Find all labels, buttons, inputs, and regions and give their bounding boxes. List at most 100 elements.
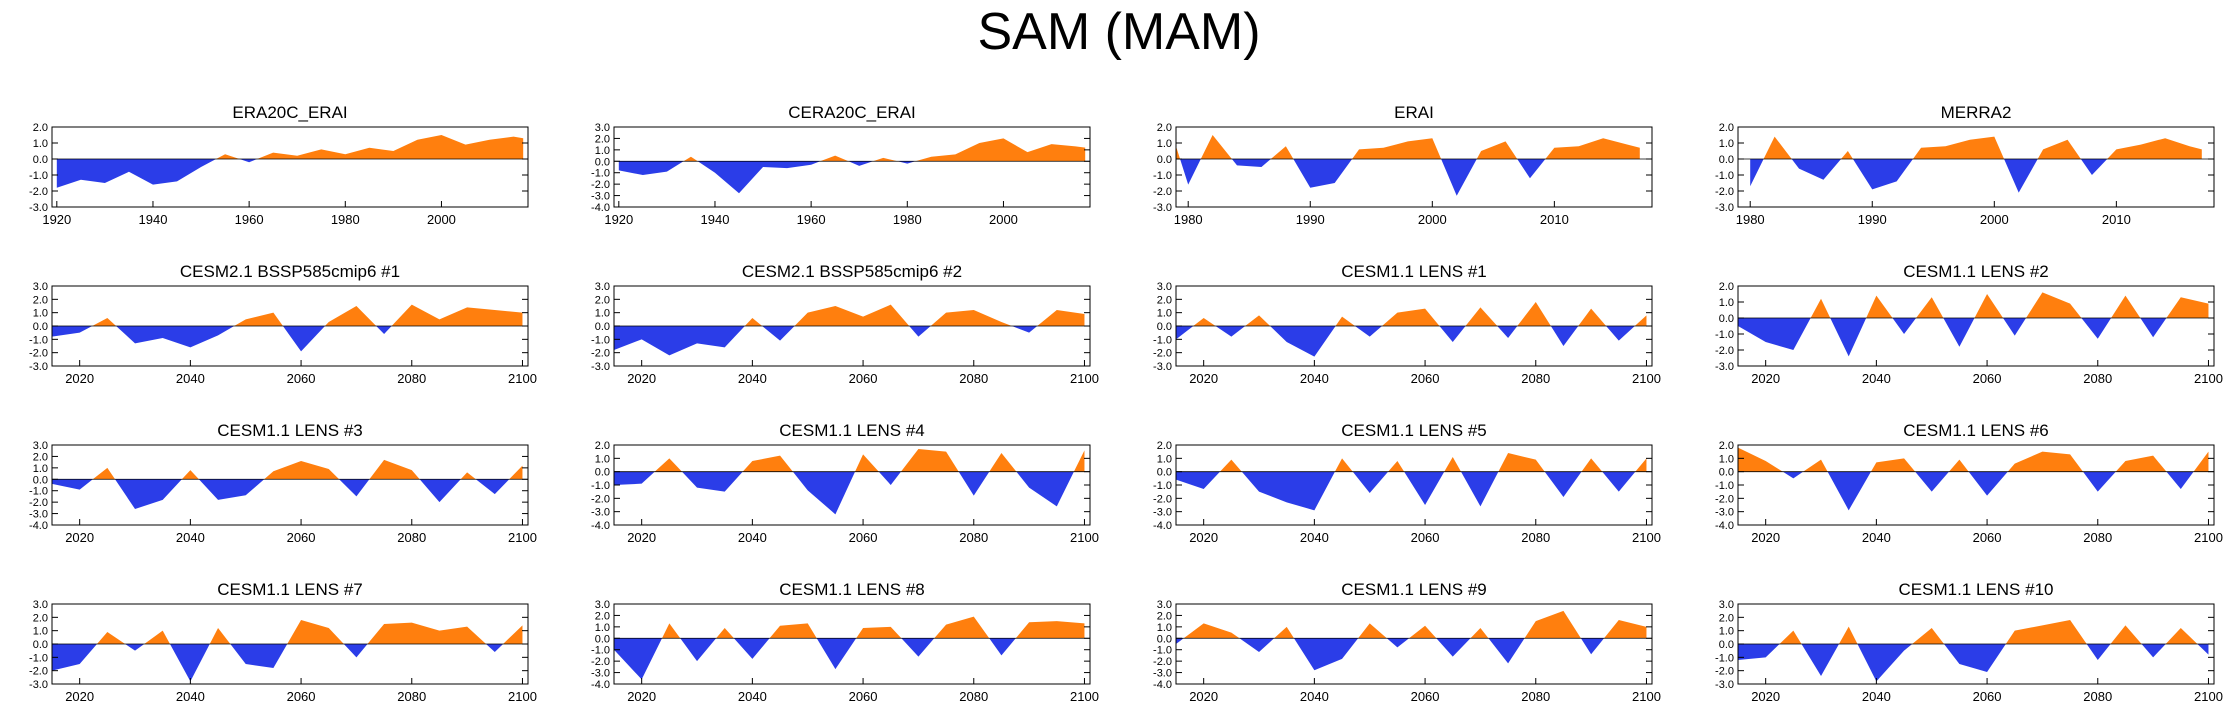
y-tick-label: 0.0 <box>1719 154 1734 166</box>
x-tick-label: 2100 <box>508 530 537 545</box>
x-tick-label: 2020 <box>1189 371 1218 386</box>
x-tick-label: 2020 <box>1189 530 1218 545</box>
y-tick-label: -4.0 <box>1153 679 1172 691</box>
panel-title: CESM2.1 BSSP585cmip6 #1 <box>180 262 400 281</box>
panel-13: CESM1.1 LENS #7 3.02.0 1.00.0-1.0 -2.0-3.0 2… <box>29 580 537 704</box>
panel-16: CESM1.1 LENS #10 3.02.0 1.00.0-1.0 -2.0-3.0… <box>1715 580 2223 704</box>
negative-area <box>1782 471 2194 511</box>
x-tick-label: 2100 <box>1070 530 1099 545</box>
x-tick-label: 1980 <box>893 212 922 227</box>
positive-area <box>1779 620 2198 644</box>
plot-frame <box>1175 603 1653 685</box>
panel-10: CESM1.1 LENS #4 2.01.0 0.0-1.0-2.0 -3.0-4.0… <box>591 421 1099 545</box>
y-tick-label: -4.0 <box>29 520 48 532</box>
y-tick-label: 0.0 <box>33 321 48 333</box>
y-tick-label: -3.0 <box>1153 361 1172 373</box>
y-tick-label: 0.0 <box>1157 467 1172 479</box>
x-tick-label: 2020 <box>1751 530 1780 545</box>
y-tick-label: 2.0 <box>595 440 610 452</box>
y-tick-label: 1.0 <box>1719 138 1734 150</box>
y-tick-label: 2.0 <box>595 610 610 622</box>
plot-frame <box>51 126 529 208</box>
plot-frame <box>1737 126 2215 208</box>
y-tick-label: -3.0 <box>29 202 48 214</box>
negative-area <box>1750 159 2108 193</box>
y-tick-label: 2.0 <box>1719 440 1734 452</box>
x-tick-label: 2100 <box>1070 689 1099 704</box>
negative-area <box>614 326 1038 356</box>
y-tick-label: -2.0 <box>1153 656 1172 668</box>
x-tick-label: 2010 <box>1540 212 1569 227</box>
x-tick-label: 2040 <box>1862 689 1891 704</box>
panel-6: CESM2.1 BSSP585cmip6 #2 3.02.0 1.00.0-1.0 -… <box>591 262 1099 386</box>
y-tick-label: -1.0 <box>591 480 610 492</box>
y-tick-label: 0.0 <box>33 154 48 166</box>
x-tick-label: 2000 <box>1418 212 1447 227</box>
y-tick-label: 1.0 <box>1157 453 1172 465</box>
y-tick-label: 1.0 <box>1719 453 1734 465</box>
x-tick-label: 2020 <box>65 371 94 386</box>
y-tick-label: -2.0 <box>1715 345 1734 357</box>
y-tick-label: -2.0 <box>1153 348 1172 360</box>
x-tick-label: 2060 <box>1411 371 1440 386</box>
y-tick-label: 2.0 <box>595 133 610 145</box>
panel-7: CESM1.1 LENS #1 3.02.0 1.00.0-1.0 -2.0-3.0 2… <box>1153 262 1661 386</box>
x-tick-label: 2040 <box>1300 371 1329 386</box>
y-tick-label: 1.0 <box>595 145 610 157</box>
x-tick-label: 2100 <box>508 689 537 704</box>
positive-area <box>216 135 524 159</box>
x-tick-label: 2060 <box>1411 530 1440 545</box>
x-tick-label: 2040 <box>738 371 767 386</box>
y-tick-label: 0.0 <box>33 639 48 651</box>
x-tick-label: 2040 <box>738 530 767 545</box>
y-tick-label: 0.0 <box>1719 467 1734 479</box>
y-tick-label: 0.0 <box>1719 639 1734 651</box>
y-tick-label: -2.0 <box>29 348 48 360</box>
x-tick-label: 2060 <box>287 371 316 386</box>
panel-title: ERAI <box>1394 103 1434 122</box>
x-tick-label: 1960 <box>797 212 826 227</box>
y-tick-label: -3.0 <box>591 507 610 519</box>
negative-area <box>1738 318 2167 357</box>
y-tick-label: 0.0 <box>1157 154 1172 166</box>
positive-area <box>654 449 1085 472</box>
y-tick-label: -4.0 <box>591 679 610 691</box>
x-tick-label: 1940 <box>139 212 168 227</box>
x-tick-label: 2040 <box>1862 530 1891 545</box>
positive-area <box>662 616 1085 639</box>
y-tick-label: -1.0 <box>1153 480 1172 492</box>
y-tick-label: 3.0 <box>1719 599 1734 611</box>
y-tick-label: -4.0 <box>591 202 610 214</box>
y-tick-label: -4.0 <box>1153 520 1172 532</box>
y-tick-label: -2.0 <box>591 656 610 668</box>
y-tick-label: 0.0 <box>1157 321 1172 333</box>
x-tick-label: 2040 <box>176 689 205 704</box>
x-tick-label: 2020 <box>65 689 94 704</box>
x-tick-label: 1990 <box>1296 212 1325 227</box>
x-tick-label: 2080 <box>1521 689 1550 704</box>
negative-area <box>614 471 1074 515</box>
y-tick-label: -3.0 <box>29 509 48 521</box>
y-tick-label: 3.0 <box>33 599 48 611</box>
positive-area <box>1193 302 1647 326</box>
x-tick-label: 2080 <box>1521 530 1550 545</box>
y-tick-label: -2.0 <box>29 186 48 198</box>
y-tick-label: 0.0 <box>1157 633 1172 645</box>
x-tick-label: 2100 <box>2194 689 2223 704</box>
panel-title: CESM1.1 LENS #8 <box>779 580 925 599</box>
panel-9: CESM1.1 LENS #3 3.02.01.00.0-1.0-2.0-3.0-… <box>29 421 537 545</box>
plot-frame <box>1175 126 1653 208</box>
positive-area <box>96 620 523 644</box>
y-tick-label: -2.0 <box>591 348 610 360</box>
x-tick-label: 2080 <box>397 530 426 545</box>
x-tick-label: 1960 <box>235 212 264 227</box>
y-tick-label: 0.0 <box>595 321 610 333</box>
x-tick-label: 2100 <box>1632 689 1661 704</box>
plot-frame <box>613 603 1091 685</box>
panel-title: CESM1.1 LENS #9 <box>1341 580 1487 599</box>
x-tick-label: 2060 <box>1973 530 2002 545</box>
y-tick-label: 2.0 <box>1719 122 1734 134</box>
y-tick-label: 2.0 <box>1719 281 1734 293</box>
y-tick-label: -3.0 <box>1715 507 1734 519</box>
